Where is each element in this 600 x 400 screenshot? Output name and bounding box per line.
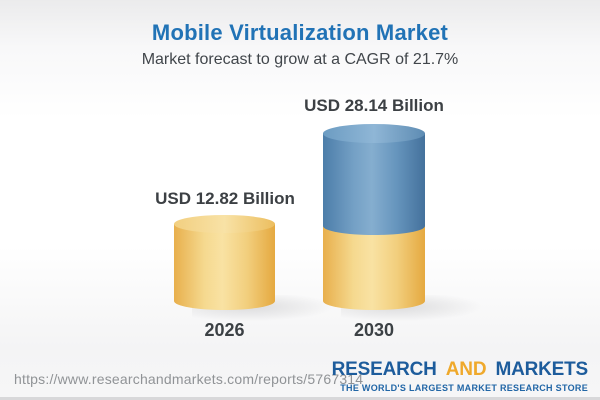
logo-wordmark: RESEARCH AND MARKETS [331, 359, 589, 381]
research-and-markets-logo: RESEARCH AND MARKETS THE WORLD'S LARGEST… [331, 359, 589, 393]
bar-2026-cylinder-top [174, 215, 275, 233]
bar-2030-base-segment [323, 225, 425, 310]
bar-2026-year-label: 2026 [204, 320, 245, 340]
bar-2030-year-label: 2030 [353, 320, 395, 340]
bar-2030-value-label: USD 28.14 Billion [304, 96, 444, 115]
logo-word-markets: MARKETS [495, 359, 588, 380]
chart-title: Mobile Virtualization Market [151, 20, 449, 45]
bar-2026-value-label: USD 12.82 Billion [155, 189, 295, 208]
chart-subtitle: Market forecast to grow at a CAGR of 21.… [141, 51, 459, 68]
logo-tagline: THE WORLD'S LARGEST MARKET RESEARCH STOR… [340, 383, 588, 393]
bar-2030-growth-segment [323, 133, 425, 235]
logo-word-and: AND [445, 359, 487, 380]
logo-word-research: RESEARCH [331, 359, 437, 380]
report-url: https://www.researchandmarkets.com/repor… [14, 371, 364, 387]
bar-2030-cylinder-top [323, 124, 425, 143]
bar-2026-cylinder-body [174, 224, 275, 310]
